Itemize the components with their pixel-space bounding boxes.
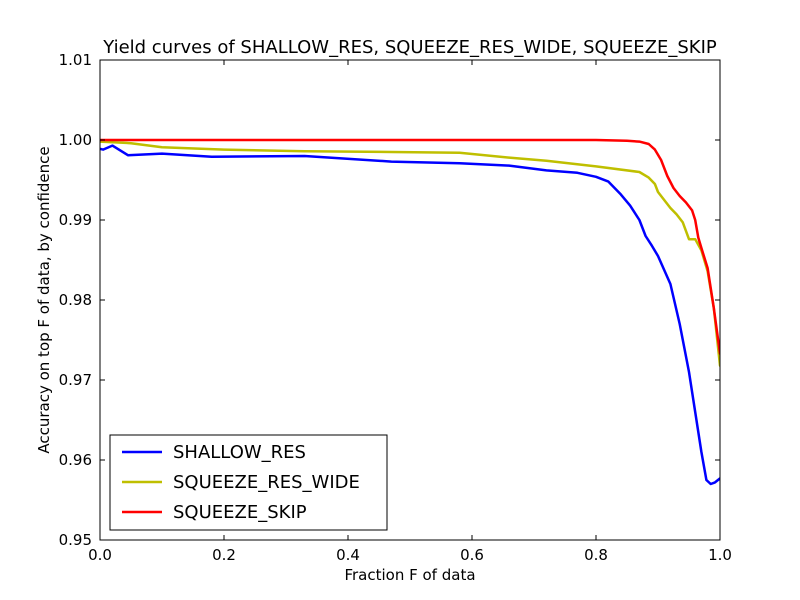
- y-tick-label: 1.00: [59, 131, 92, 149]
- series-line-shallow-res: [100, 144, 720, 486]
- x-tick-label: 1.0: [708, 546, 732, 564]
- legend-label: SHALLOW_RES: [173, 442, 306, 463]
- series-line-squeeze-skip: [100, 138, 720, 355]
- legend: SHALLOW_RES SQUEEZE_RES_WIDE SQUEEZE_SKIP: [109, 434, 388, 531]
- y-tick-label: 0.95: [59, 531, 92, 549]
- legend-label: SQUEEZE_RES_WIDE: [173, 472, 360, 493]
- legend-label: SQUEEZE_SKIP: [173, 502, 307, 523]
- x-tick-label: 0.2: [212, 546, 236, 564]
- y-tick-label: 1.01: [59, 51, 92, 69]
- x-tick-label: 0.4: [336, 546, 360, 564]
- x-axis: 0.0 0.2 0.4 0.6 0.8 1.0: [88, 60, 732, 564]
- x-axis-label: Fraction F of data: [344, 566, 475, 584]
- series-line-squeeze-res-wide: [100, 140, 720, 367]
- y-tick-label: 0.99: [59, 211, 92, 229]
- y-tick-label: 0.98: [59, 291, 92, 309]
- y-axis-label: Accuracy on top F of data, by confidence: [35, 146, 53, 453]
- legend-entries: SHALLOW_RES SQUEEZE_RES_WIDE SQUEEZE_SKIP: [122, 442, 360, 523]
- x-tick-label: 0.6: [460, 546, 484, 564]
- x-tick-label: 0.0: [88, 546, 112, 564]
- y-tick-label: 0.96: [59, 451, 92, 469]
- y-axis: 0.95 0.96 0.97 0.98 0.99 1.00 1.01: [59, 51, 720, 549]
- y-tick-label: 0.97: [59, 371, 92, 389]
- chart-title: Yield curves of SHALLOW_RES, SQUEEZE_RES…: [102, 37, 717, 58]
- series-layer: [100, 138, 720, 486]
- x-tick-label: 0.8: [584, 546, 608, 564]
